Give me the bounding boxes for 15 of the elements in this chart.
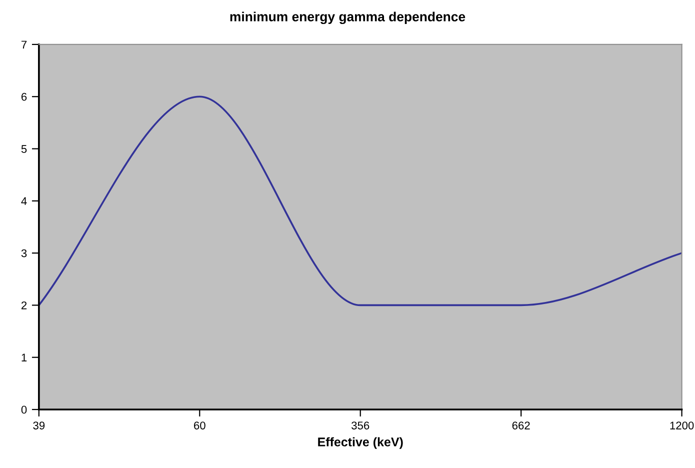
y-tick-label: 7 — [22, 40, 27, 48]
x-tick-label: 356 — [352, 422, 370, 430]
y-tick-label: 6 — [22, 92, 27, 101]
y-tick-label: 3 — [21, 249, 27, 258]
y-tick-label: 2 — [21, 301, 27, 310]
x-axis-title: Effective (keV) — [318, 437, 403, 449]
x-tick-label: 39 — [33, 422, 45, 430]
y-tick-label: 0 — [21, 406, 27, 414]
x-tick-label: 1200 — [670, 422, 694, 430]
y-tick-label: 1 — [22, 354, 27, 362]
x-tick-label: 60 — [194, 422, 206, 430]
x-tick-label: 662 — [512, 422, 530, 430]
chart-title: minimum energy gamma dependence — [230, 12, 466, 24]
y-tick-label: 5 — [21, 145, 27, 153]
y-tick-label: 4 — [21, 197, 27, 205]
